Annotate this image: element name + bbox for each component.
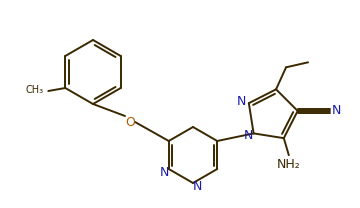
Text: N: N [192,181,202,193]
Text: O: O [125,115,135,129]
Text: N: N [332,104,341,118]
Text: N: N [237,95,247,108]
Text: N: N [244,129,253,142]
Text: N: N [160,166,170,180]
Text: CH₃: CH₃ [25,85,43,95]
Text: NH₂: NH₂ [277,158,301,171]
